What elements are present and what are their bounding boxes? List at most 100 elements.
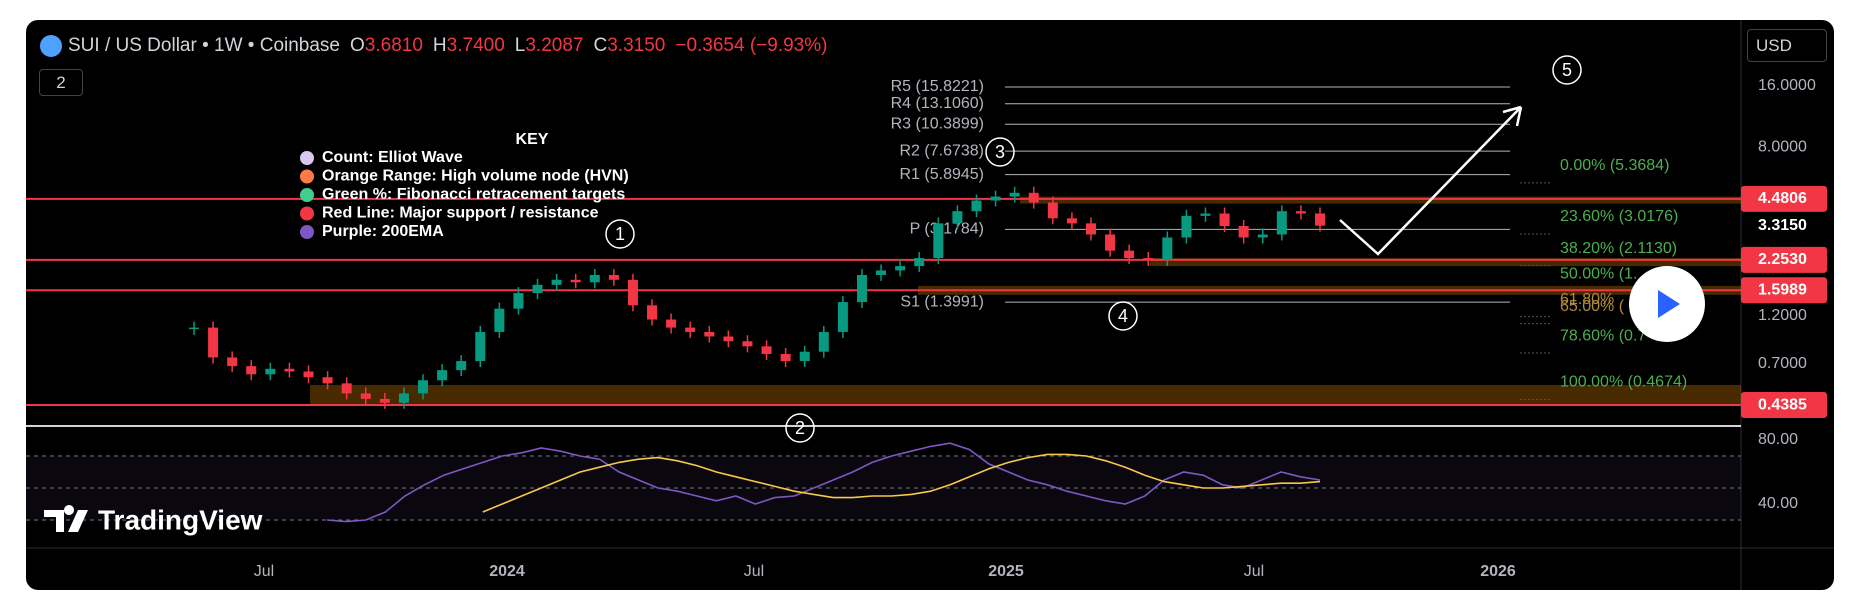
candle — [1028, 192, 1039, 203]
candle — [1009, 192, 1020, 197]
currency: USD — [1756, 35, 1792, 55]
candle — [971, 200, 982, 212]
candle — [1066, 218, 1077, 224]
candle — [227, 357, 238, 367]
key-item: Orange Range: High volume node (HVN) — [322, 168, 629, 185]
fib-label: 38.20% (2.1130) — [1560, 240, 1677, 257]
candle — [418, 380, 429, 394]
candle — [246, 366, 257, 375]
candle — [1143, 258, 1154, 260]
pivot-label: R1 (5.8945) — [900, 166, 985, 183]
wave-circle — [1552, 55, 1582, 85]
axes: 4.4806 2.2530 1.5989 0.4385 3.3150 16.0000 8.0… — [254, 77, 1827, 580]
key-item: Count: Elliot Wave — [322, 149, 463, 166]
candle — [532, 284, 543, 294]
hvn-band — [1150, 258, 1741, 267]
toggle-count: 2 — [56, 72, 66, 92]
candle — [627, 279, 638, 306]
key-item: Purple: 200EMA — [322, 223, 444, 240]
candle — [608, 274, 619, 280]
candle — [1238, 226, 1249, 238]
candle — [1085, 223, 1096, 235]
wave-circle — [1108, 301, 1138, 331]
candle — [513, 293, 524, 309]
wave-circle — [985, 137, 1015, 167]
candle — [284, 368, 295, 372]
candle — [398, 393, 409, 403]
candle — [341, 383, 352, 394]
ohlc-value: 3.7400 — [446, 35, 505, 56]
wave-label: 2 — [795, 418, 805, 438]
key-dot — [300, 188, 314, 202]
candle — [379, 398, 390, 403]
pivot-label: P (3.1784) — [910, 221, 984, 238]
fib-label: 0.00% (5.3684) — [1560, 157, 1669, 174]
candle — [1276, 211, 1287, 235]
candle — [437, 370, 448, 381]
ohlc-key: L — [514, 35, 526, 56]
fib-label: 23.60% (3.0176) — [1560, 208, 1678, 225]
fib-label: 100.00% (0.4674) — [1560, 374, 1687, 391]
fib-label: 61.80% — [1560, 291, 1614, 308]
candle — [876, 270, 887, 275]
wave-label: 4 — [1118, 306, 1128, 326]
pivot-label: S1 (1.3991) — [900, 293, 984, 310]
ohlc-key: H — [432, 35, 447, 56]
currency-button[interactable]: USD — [1747, 29, 1827, 62]
candle — [818, 331, 829, 352]
candle — [952, 211, 963, 224]
rsi-ma-line — [482, 453, 1321, 513]
candle — [360, 393, 371, 399]
rsi-pane — [26, 442, 1741, 523]
candle — [780, 353, 791, 362]
candle — [761, 346, 772, 354]
candle — [895, 266, 906, 271]
level-tag — [1741, 392, 1827, 419]
hvn-band — [1020, 196, 1741, 204]
ohlc-key: C — [593, 35, 608, 56]
level-label: 1.5989 — [1758, 282, 1807, 299]
price-tick-label: 8.0000 — [1758, 139, 1807, 156]
wave-circle — [605, 219, 635, 249]
legend-header: SUI / US Dollar • 1W • Coinbase O 3.6810 H… — [40, 33, 827, 59]
price-tick-label: 16.0000 — [1758, 77, 1816, 94]
hvn-band — [310, 384, 1741, 405]
indicator-toggle[interactable]: 2 — [39, 69, 83, 96]
level-tag — [1741, 277, 1827, 304]
level-label: 2.2530 — [1758, 251, 1807, 268]
candle — [685, 327, 696, 332]
pivot-label: R4 (13.1060) — [891, 95, 984, 112]
wave-label: 3 — [995, 142, 1005, 162]
pivot-label: R5 (15.8221) — [891, 78, 984, 95]
candle — [1257, 234, 1268, 238]
ohlc-value: 3.6810 — [364, 35, 423, 56]
candle — [265, 368, 276, 375]
candle — [799, 351, 810, 362]
candle — [1105, 234, 1116, 251]
candle — [742, 341, 753, 347]
wave-circle — [785, 413, 815, 443]
ohlc-value: 3.3150 — [607, 35, 666, 56]
candle — [933, 223, 944, 259]
candle — [570, 279, 581, 283]
time-label: Jul — [254, 563, 274, 580]
level-label: 4.4806 — [1758, 190, 1807, 207]
time-label: Jul — [1244, 563, 1264, 580]
candle — [322, 377, 333, 384]
key-title: KEY — [516, 131, 549, 148]
candle — [990, 196, 1001, 201]
key-dot — [300, 206, 314, 221]
candle — [1181, 215, 1192, 238]
candle — [1124, 250, 1135, 259]
candle — [551, 279, 562, 285]
frame — [26, 20, 1834, 590]
candle — [1162, 237, 1173, 260]
rsi-tick-label: 80.00 — [1758, 431, 1798, 448]
price-tick-label: 0.7000 — [1758, 355, 1807, 372]
pivot-label: R2 (7.6738) — [900, 142, 985, 159]
candle — [1047, 202, 1058, 219]
price-pane: R5 (15.8221)R4 (13.1060) R3 (10.3899) R2 (… — [26, 78, 1741, 409]
candle — [456, 361, 467, 371]
pivot-label: R3 (10.3899) — [891, 116, 984, 133]
